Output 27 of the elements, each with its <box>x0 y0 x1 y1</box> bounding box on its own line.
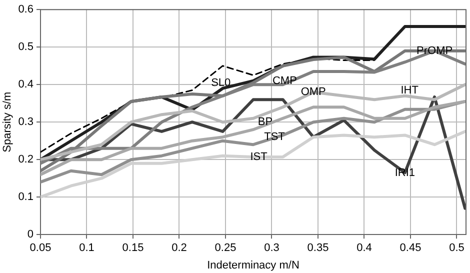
y-tick-label: 0.5 <box>18 41 34 54</box>
x-tick-label: 0.2 <box>172 242 187 254</box>
annotation: IRI1 <box>394 166 416 179</box>
annotation: IHT <box>400 84 419 96</box>
annotation: TST <box>264 131 286 144</box>
x-axis-title: Indeterminacy m/N <box>207 259 300 272</box>
x-tick-label: 0.15 <box>122 242 144 254</box>
y-tick-label: 0.6 <box>18 4 34 16</box>
y-axis-title: Sparsity s/m <box>2 92 14 152</box>
y-tick-label: 0 <box>27 228 34 241</box>
y-tick-label: 0.2 <box>18 154 34 166</box>
x-tick-label: 0.5 <box>449 242 464 254</box>
x-tick-label: 0.45 <box>400 242 422 254</box>
y-tick-label: 0.1 <box>18 191 34 204</box>
x-tick-label: 0.4 <box>356 242 372 254</box>
annotation: CMP <box>272 74 297 87</box>
x-tick-label: 0.05 <box>30 242 52 254</box>
y-tick-label: 0.4 <box>18 78 34 91</box>
x-tick-label: 0.1 <box>79 242 94 254</box>
annotation: IST <box>250 151 268 164</box>
y-tick-label: 0.3 <box>18 116 34 128</box>
annotation: OMP <box>300 86 326 98</box>
x-tick-label: 0.3 <box>264 242 280 254</box>
x-tick-label: 0.25 <box>214 242 236 254</box>
annotation: SL0 <box>211 76 231 89</box>
x-tick-label: 0.35 <box>307 242 329 254</box>
annotation: BP <box>258 116 273 128</box>
